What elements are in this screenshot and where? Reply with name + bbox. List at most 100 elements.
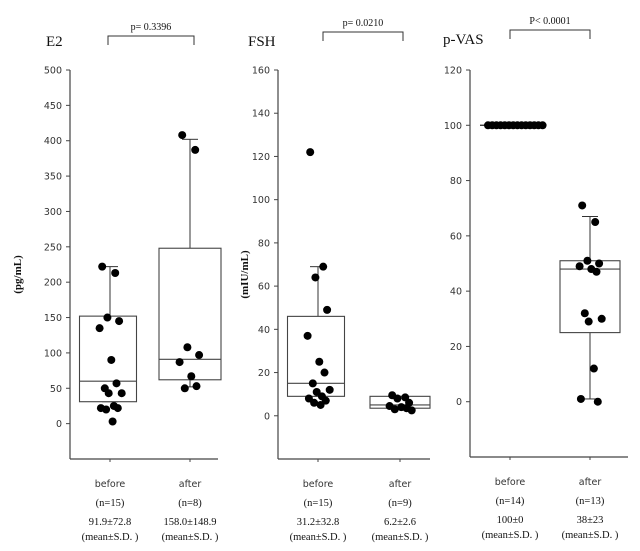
y-axis-label: (pg/mL) xyxy=(12,255,24,294)
data-point xyxy=(580,309,589,318)
data-point xyxy=(595,259,604,268)
mean-sd-value: 91.9±72.8 xyxy=(89,517,132,528)
y-tick-label: 500 xyxy=(44,66,62,77)
group-after: after (n=9) 6.2±2.6 (mean±S.D. ) xyxy=(369,391,431,543)
mean-sd-value: 100±0 xyxy=(497,515,524,526)
p-value-label: p= 0.3396 xyxy=(131,22,172,33)
data-point xyxy=(407,406,416,415)
data-point xyxy=(538,121,547,130)
data-point xyxy=(175,358,184,367)
data-point xyxy=(390,405,399,414)
data-point xyxy=(192,382,201,391)
p-value-label: P< 0.0001 xyxy=(529,16,570,27)
y-tick-label: 20 xyxy=(450,342,462,353)
data-point xyxy=(306,148,315,157)
panel-fsh: FSH p= 0.0210 0 20 40 60 80 100 120 140 160 (mIU/mL… xyxy=(239,18,431,543)
y-tick-label: 160 xyxy=(252,66,270,77)
y-tick-label: 100 xyxy=(44,348,62,359)
data-point xyxy=(113,404,122,413)
y-tick-label: 60 xyxy=(450,231,462,242)
category-label: after xyxy=(389,479,412,490)
data-point xyxy=(597,314,606,323)
category-label: before xyxy=(95,479,126,490)
group-after: after (n=13) 38±23 (mean±S.D. ) xyxy=(559,201,621,541)
mean-sd-note: (mean±S.D. ) xyxy=(482,530,539,541)
sample-size-label: (n=8) xyxy=(178,498,202,509)
group-before: before (n=15) 31.2±32.8 (mean±S.D. ) xyxy=(286,148,347,543)
y-tick-label: 300 xyxy=(44,207,62,218)
panel-title: FSH xyxy=(248,34,276,50)
data-point xyxy=(111,268,120,277)
data-point xyxy=(112,379,121,388)
data-point xyxy=(108,417,117,426)
y-tick-label: 400 xyxy=(44,136,62,147)
mean-sd-value: 31.2±32.8 xyxy=(297,517,340,528)
category-label: before xyxy=(495,477,526,488)
data-point xyxy=(183,343,192,352)
group-after: after (n=8) 158.0±148.9 (mean±S.D. ) xyxy=(158,131,222,543)
data-point xyxy=(316,400,325,409)
panel-e2: E2 p= 0.3396 0 50 100 150 200 250 300 350 400 450 50… xyxy=(12,22,222,543)
y-tick-label: 60 xyxy=(258,282,270,293)
mean-sd-note: (mean±S.D. ) xyxy=(290,532,347,543)
data-point xyxy=(191,145,200,154)
data-point xyxy=(593,397,602,406)
sample-size-label: (n=15) xyxy=(96,498,125,509)
data-point xyxy=(576,394,585,403)
panel-p-vas: p-VAS P< 0.0001 0 20 40 60 80 100 120 before (n=14… xyxy=(443,16,628,541)
sample-size-label: (n=13) xyxy=(576,496,605,507)
category-label: after xyxy=(179,479,202,490)
data-point xyxy=(102,405,111,414)
mean-sd-value: 38±23 xyxy=(577,515,604,526)
data-point xyxy=(589,364,598,373)
y-tick-label: 100 xyxy=(252,195,270,206)
data-point xyxy=(310,398,319,407)
significance-bracket xyxy=(107,35,195,45)
data-point xyxy=(95,324,104,333)
panel-title: E2 xyxy=(46,34,63,50)
data-point xyxy=(320,368,329,377)
significance-bracket xyxy=(322,31,404,41)
y-tick-label: 0 xyxy=(56,419,62,430)
y-tick-label: 120 xyxy=(444,66,462,77)
y-tick-label: 20 xyxy=(258,368,270,379)
group-before: before (n=14) 100±0 (mean±S.D. ) xyxy=(480,121,547,541)
data-point xyxy=(115,317,124,326)
data-point xyxy=(303,331,312,340)
y-tick-label: 40 xyxy=(258,325,270,336)
y-tick-label: 0 xyxy=(456,397,462,408)
data-point xyxy=(323,305,332,314)
data-point xyxy=(311,273,320,282)
y-tick-label: 450 xyxy=(44,101,62,112)
category-label: after xyxy=(579,477,602,488)
y-tick-label: 350 xyxy=(44,172,62,183)
data-point xyxy=(315,357,324,366)
mean-sd-note: (mean±S.D. ) xyxy=(562,530,619,541)
sample-size-label: (n=15) xyxy=(304,498,333,509)
data-point xyxy=(591,218,600,227)
mean-sd-note: (mean±S.D. ) xyxy=(82,532,139,543)
p-value-label: p= 0.0210 xyxy=(343,18,384,29)
y-tick-label: 0 xyxy=(264,411,270,422)
iqr-box xyxy=(158,247,222,381)
data-point xyxy=(583,256,592,265)
data-point xyxy=(98,262,107,271)
data-point xyxy=(103,313,112,322)
y-tick-label: 250 xyxy=(44,242,62,253)
y-axis-label: (mIU/mL) xyxy=(239,250,251,299)
y-tick-label: 120 xyxy=(252,152,270,163)
data-point xyxy=(107,355,116,364)
data-point xyxy=(584,317,593,326)
y-tick-label: 140 xyxy=(252,109,270,120)
data-point xyxy=(308,379,317,388)
data-point xyxy=(319,262,328,271)
panel-title: p-VAS xyxy=(443,32,484,48)
y-tick-label: 200 xyxy=(44,278,62,289)
mean-sd-note: (mean±S.D. ) xyxy=(372,532,429,543)
y-tick-label: 100 xyxy=(444,121,462,132)
sample-size-label: (n=14) xyxy=(496,496,525,507)
y-tick-label: 80 xyxy=(450,176,462,187)
group-before: before (n=15) 91.9±72.8 (mean±S.D. ) xyxy=(78,262,139,543)
sample-size-label: (n=9) xyxy=(388,498,412,509)
data-point xyxy=(325,385,334,394)
